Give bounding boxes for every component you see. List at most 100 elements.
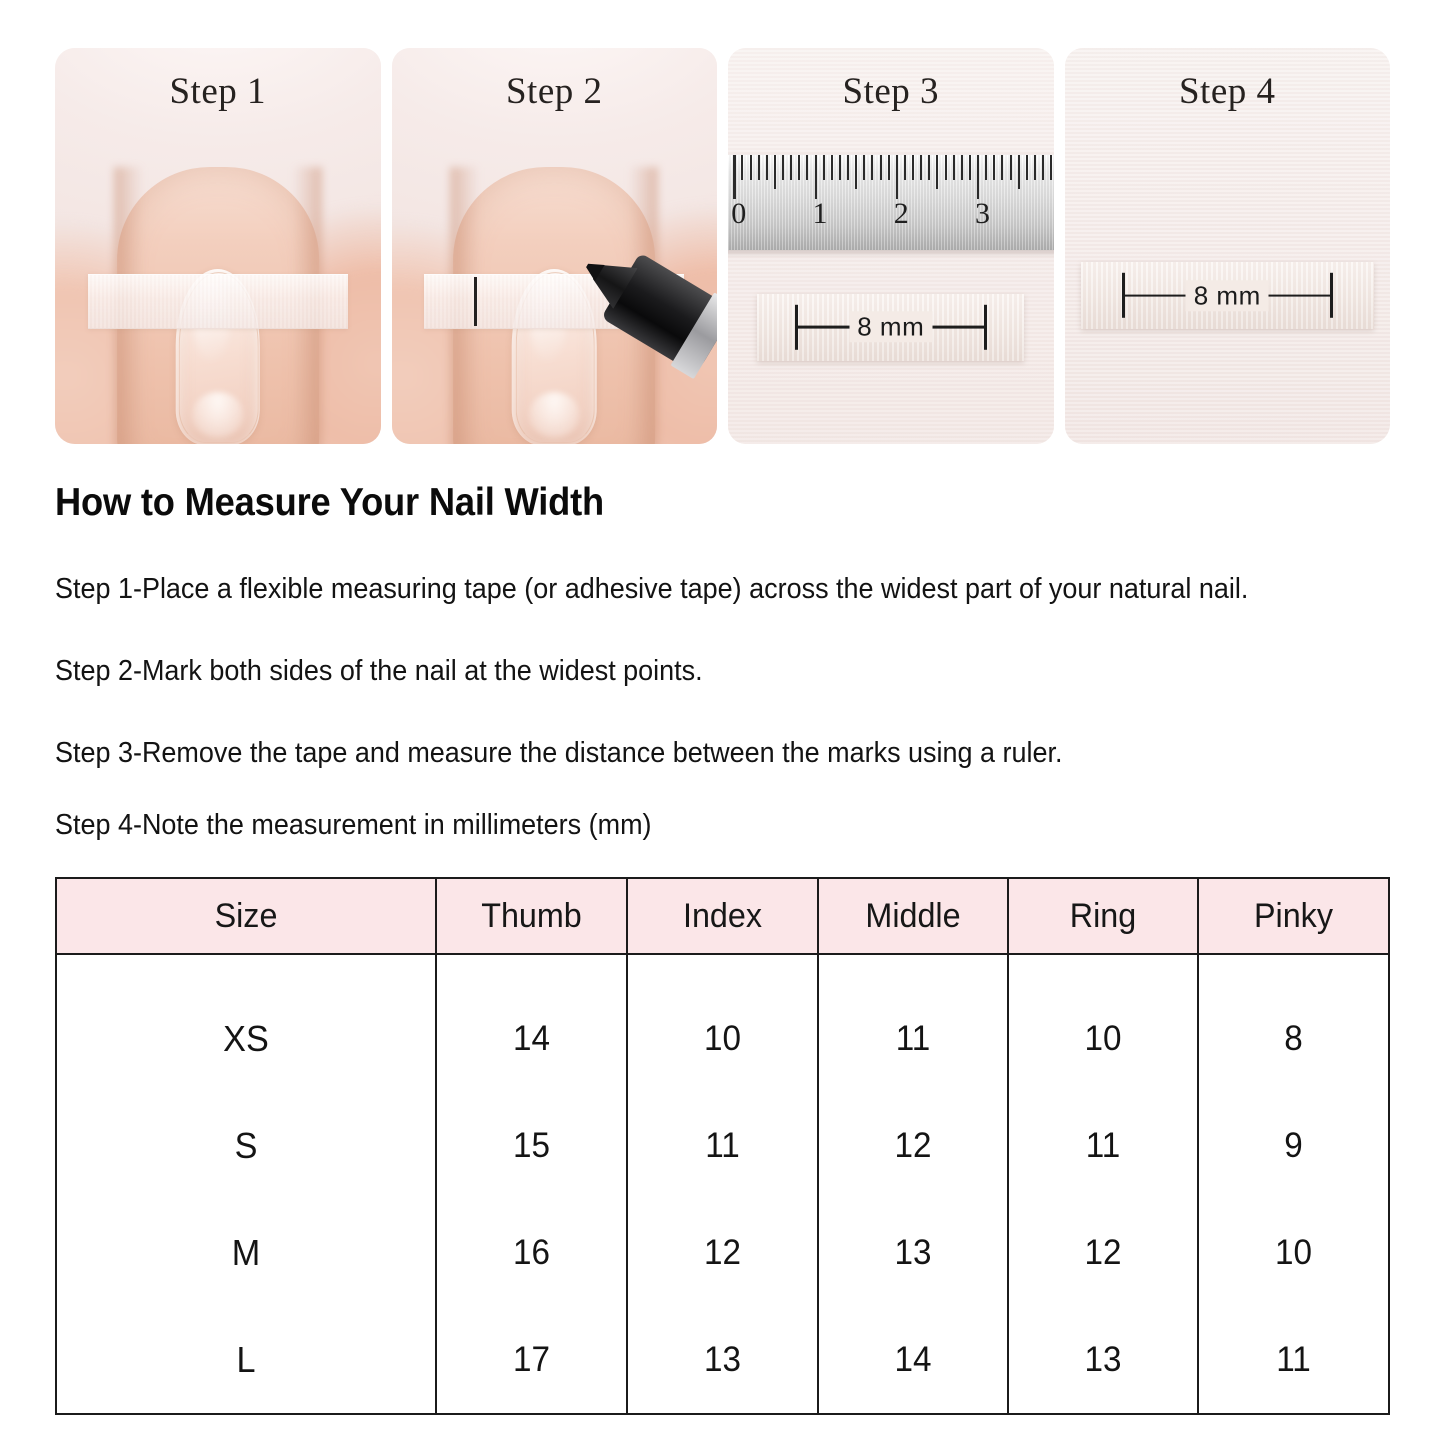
table-column-ring: 10 11 12 13 xyxy=(1009,955,1199,1413)
ruler-tick xyxy=(960,154,964,199)
table-column-pinky: 8 9 10 11 xyxy=(1199,955,1388,1413)
ruler-tick xyxy=(814,154,818,199)
instruction-step-1: Step 1-Place a flexible measuring tape (… xyxy=(55,573,1249,605)
ruler-tick xyxy=(993,154,996,199)
ruler-tick xyxy=(1025,154,1029,199)
table-cell: 10 xyxy=(1084,1018,1122,1058)
column-header-label: Pinky xyxy=(1254,896,1333,935)
step-4-panel: 8 mm Step 4 xyxy=(1064,48,1390,444)
finger-photo-2 xyxy=(391,48,717,444)
dimension-end-left xyxy=(1121,273,1125,318)
table-cell: S xyxy=(234,1124,258,1166)
table-cell: L xyxy=(236,1338,256,1380)
instruction-step-2: Step 2-Mark both sides of the nail at th… xyxy=(55,655,703,687)
step-1-panel: Step 1 xyxy=(55,48,381,444)
ruler-tick xyxy=(871,154,874,199)
measure-label: 8 mm xyxy=(849,311,933,343)
adhesive-tape xyxy=(87,273,349,330)
instruction-step-3: Step 3-Remove the tape and measure the d… xyxy=(55,737,1063,769)
step-1-caption: Step 1 xyxy=(169,71,267,112)
dimension-marker: 8 mm xyxy=(794,304,987,350)
ruler-tick xyxy=(1033,154,1037,199)
ruler-tick xyxy=(887,154,891,199)
table-cell: 11 xyxy=(705,1125,740,1165)
table-header-cell-thumb: Thumb xyxy=(437,879,628,953)
column-header-label: Ring xyxy=(1069,896,1137,935)
table-cell: M xyxy=(231,1231,261,1273)
ruler-numbers: 01234 xyxy=(728,197,1054,250)
pen-mark-left xyxy=(473,276,478,327)
page-title: How to Measure Your Nail Width xyxy=(55,481,604,524)
table-column-thumb: 14 15 16 17 xyxy=(437,955,628,1413)
table-header-row: Size Thumb Index Middle Ring Pinky xyxy=(57,879,1388,955)
dimension-marker: 8 mm xyxy=(1121,273,1333,318)
nail-outline xyxy=(178,272,259,444)
ruler-tick xyxy=(1050,154,1053,199)
ruler-number-label: 1 xyxy=(812,196,828,230)
table-cell: 14 xyxy=(513,1018,550,1058)
dimension-end-right xyxy=(1329,273,1333,318)
table-cell: 10 xyxy=(1275,1232,1312,1272)
table-cell: 10 xyxy=(704,1018,741,1058)
step-2-caption: Step 2 xyxy=(505,71,603,112)
table-header-cell-index: Index xyxy=(628,879,819,953)
ruler-tick xyxy=(765,154,769,199)
step-4-caption: Step 4 xyxy=(1178,71,1276,112)
table-header-cell-pinky: Pinky xyxy=(1199,879,1388,953)
ruler-tick xyxy=(733,154,736,199)
table-column-middle: 11 12 13 14 xyxy=(819,955,1009,1413)
ruler-tick xyxy=(920,154,923,199)
ruler-tick xyxy=(822,154,826,199)
dimension-end-right xyxy=(983,304,987,350)
table-column-size: XS S M L xyxy=(57,955,437,1413)
column-header-label: Thumb xyxy=(481,896,582,935)
ruler-tick xyxy=(879,154,883,199)
measured-tape-strip: 8 mm xyxy=(757,293,1025,362)
table-cell: 15 xyxy=(513,1125,550,1165)
ruler-tick xyxy=(782,154,785,199)
step-3-caption: Step 3 xyxy=(842,71,940,112)
ruler-tick xyxy=(838,154,842,199)
measure-label: 8 mm xyxy=(1185,279,1269,311)
nail-outline xyxy=(515,272,596,444)
table-column-index: 10 11 12 13 xyxy=(628,955,819,1413)
column-header-label: Size xyxy=(214,896,278,935)
table-cell: 14 xyxy=(894,1339,932,1379)
column-header-label: Middle xyxy=(865,896,961,935)
ruler-tick xyxy=(798,154,801,199)
ruler-tick xyxy=(847,154,850,199)
ruler-tick xyxy=(903,154,907,199)
table-cell: 11 xyxy=(895,1018,931,1058)
table-cell: 12 xyxy=(704,1232,741,1272)
ruler-tick xyxy=(944,154,948,199)
table-cell: 9 xyxy=(1284,1125,1303,1165)
ruler-tick xyxy=(977,154,980,199)
ruler-tick xyxy=(928,154,931,199)
table-cell: 13 xyxy=(704,1339,741,1379)
table-cell: XS xyxy=(223,1017,269,1059)
ruler-tick xyxy=(912,154,915,199)
ruler-ticks xyxy=(728,154,1054,199)
table-body: XS S M L 14 15 16 17 10 11 12 13 11 12 1… xyxy=(57,955,1388,1413)
instruction-step-4: Step 4-Note the measurement in millimete… xyxy=(55,809,652,841)
table-cell: 11 xyxy=(1085,1125,1121,1165)
step-3-panel: 01234 8 mm Step 3 xyxy=(728,48,1054,444)
table-cell: 16 xyxy=(513,1232,550,1272)
ruler-tick xyxy=(1017,154,1021,199)
table-cell: 13 xyxy=(1084,1339,1122,1379)
ruler-tick xyxy=(757,154,761,199)
ruler-tick xyxy=(806,154,809,199)
table-header-cell-ring: Ring xyxy=(1009,879,1199,953)
ruler-tick xyxy=(1042,154,1045,199)
paper-background xyxy=(1064,48,1390,444)
table-cell: 11 xyxy=(1276,1339,1311,1379)
table-cell: 13 xyxy=(894,1232,932,1272)
ruler-number-label: 0 xyxy=(731,196,747,230)
table-cell: 17 xyxy=(513,1339,550,1379)
ruler-tick xyxy=(749,154,753,199)
ruler-tick xyxy=(968,154,972,199)
finger-photo-1 xyxy=(55,48,381,444)
ruler-number-label: 2 xyxy=(893,196,909,230)
dimension-end-left xyxy=(794,304,798,350)
ruler-tick xyxy=(895,154,899,199)
